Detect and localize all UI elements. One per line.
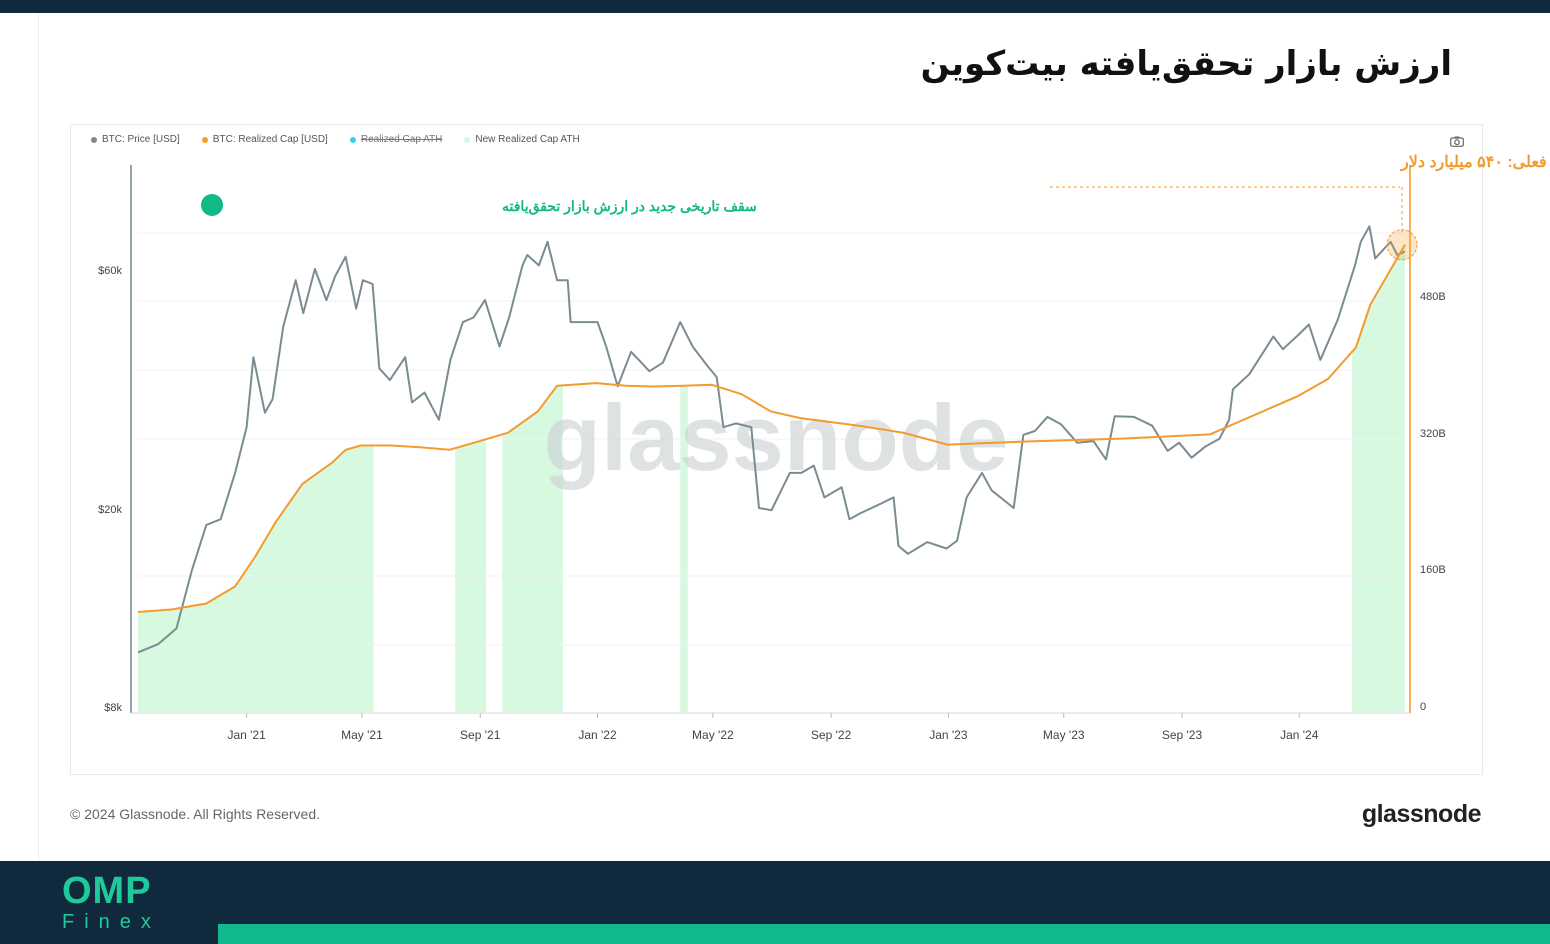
x-tick-label-8: Sep '23 [1162,728,1203,742]
ath-fill-period-4 [1352,244,1405,713]
axes-layer: Jan '21 May '21 Sep '21 Jan '22 May '22 Sep '… [98,165,1446,742]
watermark-text: glassnode [544,385,1009,490]
legend-swatch-new-ath [464,136,471,143]
legend-label-realized-cap: BTC: Realized Cap [USD] [212,134,328,145]
y-right-tick-label-0: 480B [1420,291,1446,303]
y-left-tick-label-1: $20k [98,504,122,516]
brand-green-stripe [218,924,1550,944]
legend-label-price: BTC: Price [USD] [102,134,180,145]
x-tick-label-1: May '21 [341,728,383,742]
legend-swatch-realized-cap-ath [349,136,356,143]
x-tick-label-7: May '23 [1043,728,1085,742]
top-bar [0,0,1550,13]
y-right-tick-label-1: 320B [1420,428,1446,440]
annotation-layer: سقف تاریخی جدید در ارزش بازار تحقق‌یافته… [201,154,1550,232]
legend-swatch-price [91,136,97,143]
x-tick-label-9: Jan '24 [1280,728,1319,742]
card-edge [38,13,39,861]
legend-item-realized-cap-ath[interactable]: Realized Cap ATH [349,134,443,145]
page-title: ارزش بازار تحقق‌یافته بیت‌کوین [920,44,1452,84]
footer-copyright: © 2024 Glassnode. All Rights Reserved. [70,806,321,822]
camera-icon[interactable] [1450,136,1464,147]
x-tick-label-6: Jan '23 [929,728,968,742]
y-right-tick-label-3: 0 [1420,701,1426,713]
ath-note-text: سقف تاریخی جدید در ارزش بازار تحقق‌یافته [502,198,757,215]
x-tick-label-2: Sep '21 [460,728,501,742]
legend-item-new-ath[interactable]: New Realized Cap ATH [464,134,580,145]
y-right-tick-label-2: 160B [1420,564,1446,576]
grid-layer [138,232,1405,646]
x-tick-label-0: Jan '21 [227,728,266,742]
series-layer [137,225,1418,654]
legend-swatch-realized-cap [201,136,208,143]
x-tick-label-5: Sep '22 [811,728,852,742]
legend-item-price[interactable]: BTC: Price [USD] [91,134,180,145]
ath-fill-period-3 [680,385,688,712]
legend-item-realized-cap[interactable]: BTC: Realized Cap [USD] [201,134,328,145]
ath-note-dot [201,194,223,216]
x-tick-label-4: May '22 [692,728,734,742]
ath-fill-period-2 [502,385,563,712]
x-tick-label-3: Jan '22 [578,728,617,742]
legend-label-new-ath: New Realized Cap ATH [475,134,580,145]
footer-logo: glassnode [1361,800,1482,828]
price-series-line [137,225,1406,654]
current-value-marker [1386,229,1418,261]
chart-legend: BTC: Price [USD] BTC: Realized Cap [USD]… [91,134,580,145]
brand-logo-finex: Finex [62,911,161,933]
realized-cap-series-line [137,244,1406,613]
legend-label-realized-cap-ath: Realized Cap ATH [360,134,443,145]
ath-fill-period-0 [138,445,374,712]
y-left-tick-label-0: $60k [98,265,122,277]
brand-logo-omp: OMP [62,870,152,912]
y-left-tick-label-2: $8k [104,702,122,714]
current-note-text: ارزش بازار تحقق‌یافته فعلی: ۵۴۰ میلیارد … [1400,154,1550,172]
